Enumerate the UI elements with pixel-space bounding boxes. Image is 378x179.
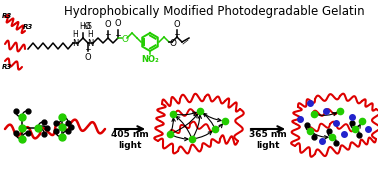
Text: HO: HO [79, 22, 91, 31]
Text: O: O [169, 38, 176, 47]
Text: R3: R3 [2, 64, 12, 70]
Text: 365 nm
light: 365 nm light [249, 130, 287, 150]
Text: O: O [115, 19, 121, 28]
Text: R3: R3 [2, 13, 12, 19]
Text: H: H [73, 30, 78, 39]
Text: O: O [174, 20, 180, 29]
Text: H: H [88, 30, 93, 39]
Text: N: N [72, 38, 79, 47]
Text: N: N [87, 38, 94, 47]
Text: O: O [85, 53, 91, 62]
Text: R3: R3 [23, 24, 33, 30]
Text: 405 nm
light: 405 nm light [111, 130, 149, 150]
Text: O: O [122, 35, 129, 43]
Text: Hydrophobically Modified Photodegradable Gelatin: Hydrophobically Modified Photodegradable… [64, 5, 364, 18]
Text: ₃S: ₃S [85, 22, 93, 31]
Text: NO₂: NO₂ [141, 55, 159, 64]
Text: O: O [105, 20, 111, 29]
